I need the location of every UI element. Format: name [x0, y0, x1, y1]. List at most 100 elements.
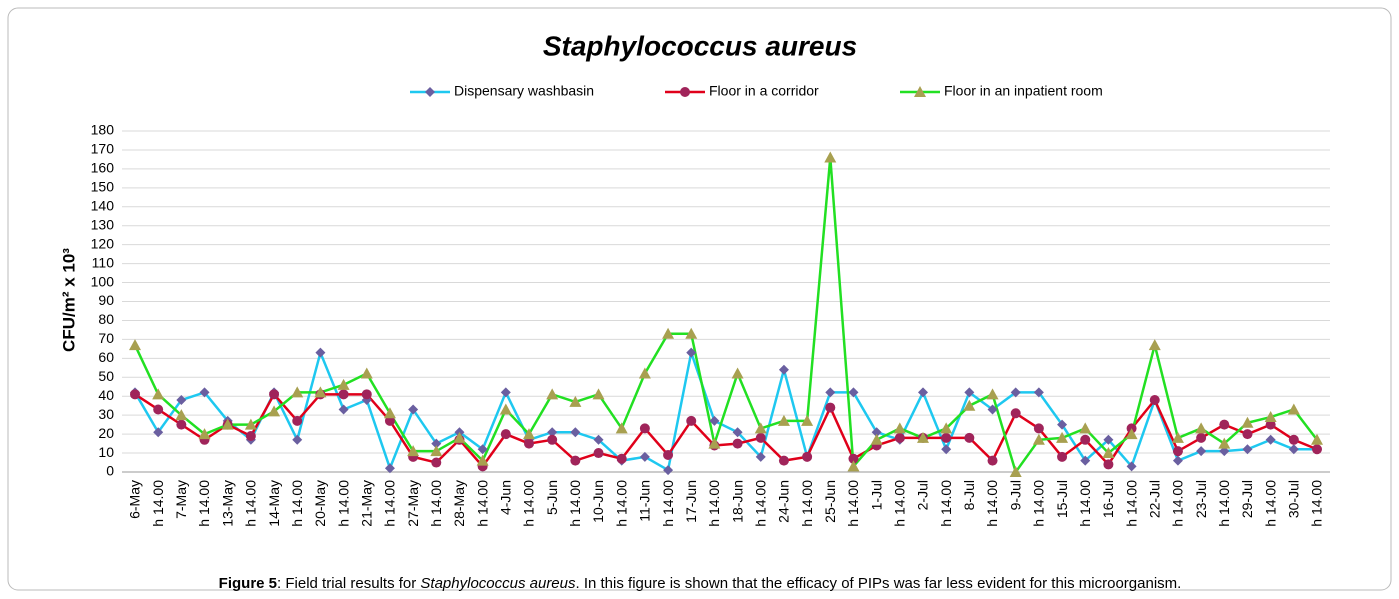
- point: [430, 445, 443, 457]
- point: [708, 437, 721, 449]
- point: [1125, 428, 1138, 440]
- x-tick-label: h 14.00: [613, 480, 629, 527]
- point: [662, 327, 675, 339]
- y-tick-label: 60: [98, 349, 114, 365]
- point: [964, 387, 975, 398]
- y-tick-label: 90: [98, 292, 114, 308]
- series-line: [133, 347, 1317, 473]
- point: [499, 403, 512, 415]
- point: [407, 445, 420, 457]
- x-tick-label: 29-Jul: [1239, 480, 1255, 518]
- x-tick-label: 8-Jul: [961, 480, 977, 510]
- point: [383, 407, 396, 419]
- point: [361, 389, 372, 400]
- point: [663, 449, 674, 460]
- point: [1149, 395, 1160, 406]
- x-tick-label: 30-Jul: [1286, 480, 1302, 518]
- x-tick-label: 15-Jul: [1054, 480, 1070, 518]
- x-tick-label: h 14.00: [1216, 480, 1232, 527]
- x-tick-label: h 14.00: [938, 480, 954, 527]
- point: [1171, 431, 1184, 443]
- point: [593, 448, 604, 459]
- point: [941, 432, 952, 443]
- point: [269, 389, 280, 400]
- point: [825, 387, 836, 398]
- point: [199, 387, 210, 398]
- point: [338, 389, 349, 400]
- x-tick-label: h 14.00: [289, 480, 305, 527]
- y-tick-label: 140: [91, 197, 115, 213]
- point: [987, 455, 998, 466]
- point: [570, 455, 581, 466]
- caption-text: Staphylococcus aureus: [420, 575, 576, 592]
- point: [1103, 459, 1114, 470]
- x-tick-label: 10-Jun: [590, 480, 606, 523]
- x-tick-label: h 14.00: [892, 480, 908, 527]
- point: [291, 386, 304, 398]
- caption-label: Figure 5: [219, 575, 277, 592]
- point: [1148, 339, 1161, 351]
- point: [847, 460, 860, 472]
- x-tick-label: h 14.00: [196, 480, 212, 527]
- point: [130, 389, 140, 400]
- x-tick-label: 21-May: [358, 480, 374, 527]
- point: [686, 347, 697, 358]
- y-tick-label: 150: [91, 179, 115, 195]
- point: [1196, 446, 1207, 457]
- point: [129, 339, 141, 351]
- point: [680, 87, 690, 97]
- x-tick-label: h 14.00: [335, 480, 351, 527]
- point: [941, 444, 952, 455]
- point: [825, 402, 836, 413]
- caption: Figure 5: Field trial results for Staphy…: [219, 575, 1182, 592]
- x-tick-label: h 14.00: [567, 480, 583, 527]
- chart-title: Staphylococcus aureus: [543, 30, 857, 61]
- point: [732, 438, 743, 449]
- x-tick-label: 4-Jun: [498, 480, 514, 515]
- point: [871, 427, 882, 438]
- point: [1265, 419, 1276, 430]
- point: [686, 415, 697, 426]
- point: [1032, 433, 1045, 445]
- y-tick-label: 160: [91, 160, 115, 176]
- point: [547, 434, 558, 445]
- x-tick-label: h 14.00: [521, 480, 537, 527]
- x-tick-label: h 14.00: [1262, 480, 1278, 527]
- point: [616, 453, 627, 464]
- point: [338, 404, 349, 415]
- x-tick-label: h 14.00: [752, 480, 768, 527]
- point: [1172, 455, 1183, 466]
- point: [848, 453, 859, 464]
- legend-label: Floor in a corridor: [709, 83, 819, 99]
- x-tick-label: h 14.00: [428, 480, 444, 527]
- point: [731, 367, 744, 379]
- point: [431, 457, 442, 468]
- point: [384, 415, 395, 426]
- x-tick-label: h 14.00: [845, 480, 861, 527]
- point: [964, 432, 975, 443]
- point: [153, 427, 164, 438]
- point: [408, 404, 419, 415]
- point: [1288, 434, 1299, 445]
- x-tick-label: 23-Jul: [1193, 480, 1209, 518]
- y-axis-label: CFU/m² x 10³: [59, 248, 78, 352]
- x-tick-label: 2-Jul: [915, 480, 931, 510]
- point: [198, 428, 211, 440]
- x-tick-label: 9-Jul: [1007, 480, 1023, 510]
- y-tick-label: 80: [98, 311, 114, 327]
- point: [914, 86, 926, 97]
- point: [1265, 434, 1276, 445]
- legend-label: Floor in an inpatient room: [944, 83, 1103, 99]
- point: [639, 451, 650, 462]
- point: [870, 433, 883, 445]
- point: [940, 422, 953, 434]
- point: [360, 367, 373, 379]
- x-tick-label: 11-Jun: [637, 480, 653, 522]
- point: [755, 432, 766, 443]
- point: [153, 404, 164, 415]
- x-tick-label: 28-May: [451, 480, 467, 527]
- point: [431, 438, 442, 449]
- point: [593, 434, 604, 445]
- y-tick-label: 20: [98, 425, 114, 441]
- point: [152, 388, 165, 400]
